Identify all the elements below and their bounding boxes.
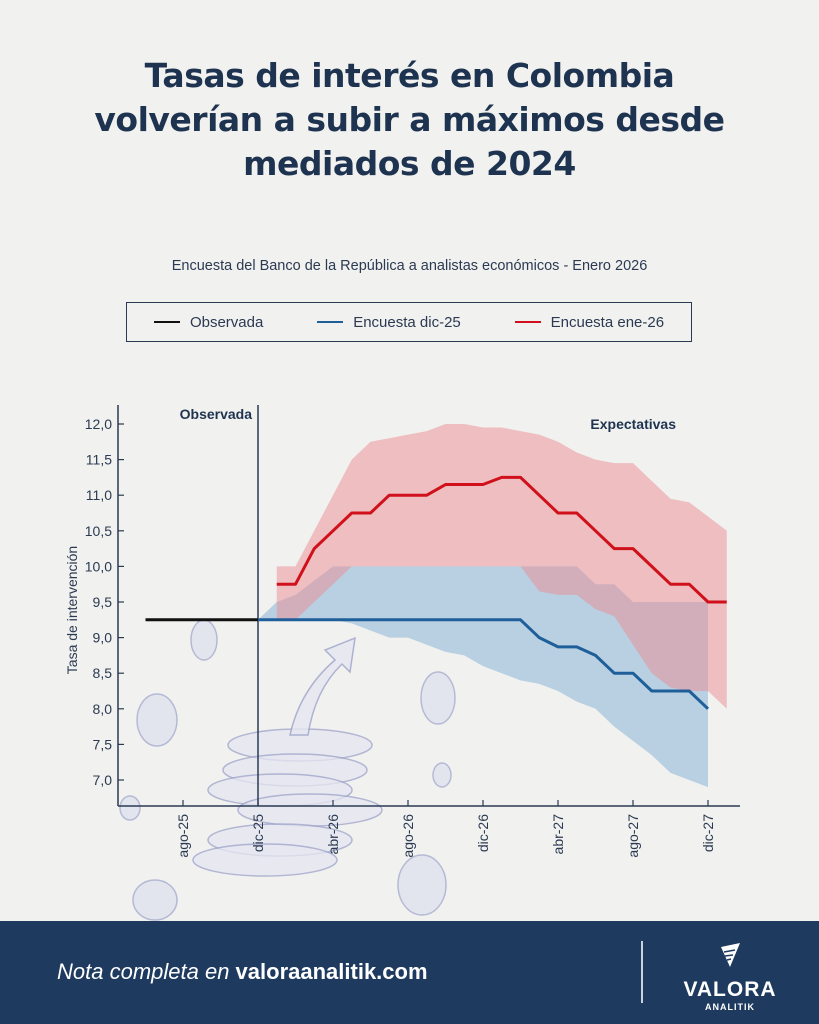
y-tick-label: 12,0 xyxy=(85,416,112,432)
coin-icon xyxy=(397,854,447,916)
annotation-observada: Observada xyxy=(180,406,253,422)
coin-icon xyxy=(432,762,452,788)
chart-legend: Observada Encuesta dic-25 Encuesta ene-2… xyxy=(126,302,692,342)
title-line: Tasas de interés en Colombia xyxy=(144,56,675,95)
footer-note-prefix: Nota completa en xyxy=(57,959,236,984)
legend-label: Observada xyxy=(189,313,264,331)
y-tick-label: 11,5 xyxy=(86,452,112,468)
legend-swatch xyxy=(153,320,180,324)
band-1 xyxy=(258,566,708,788)
logo-sub: ANALITIK xyxy=(705,1002,755,1012)
y-axis-label: Tasa de intervención xyxy=(64,546,80,674)
legend-item-dic25: Encuesta dic-25 xyxy=(317,314,461,331)
chart: 7,0 7,5 8,0 8,5 9,0 9,5 10,0 10,5 11,0 11,5 12,0 ag… xyxy=(64,405,740,921)
legend-swatch xyxy=(514,320,541,324)
series-line-2 xyxy=(276,475,727,604)
y-tick-label: 10,0 xyxy=(85,558,112,574)
coin-icon xyxy=(136,693,178,747)
coin-icon xyxy=(132,879,178,921)
arrow-up-icon xyxy=(289,636,356,736)
logo-main: VALORA xyxy=(683,978,777,1001)
footer-note: Nota completa en valoraanalitik.com xyxy=(57,959,428,985)
y-tick-label: 8,5 xyxy=(93,665,113,681)
x-tick-label: dic-25 xyxy=(250,814,266,852)
x-tick-label: abr-26 xyxy=(325,814,341,855)
legend-label: Encuesta ene-26 xyxy=(550,313,665,331)
title-line: volverían a subir a máximos desde xyxy=(94,100,725,139)
y-tick-label: 9,5 xyxy=(93,594,113,610)
legend-swatch xyxy=(317,320,344,324)
series-line-1 xyxy=(258,618,710,710)
coin-icon xyxy=(119,795,141,821)
page-title: Tasas de interés en Colombia volverían a… xyxy=(0,54,819,186)
x-tick-label: ago-26 xyxy=(400,814,416,858)
x-tick-label: dic-26 xyxy=(475,814,491,852)
coin-icon xyxy=(190,619,218,661)
legend-item-ene26: Encuesta ene-26 xyxy=(514,313,665,331)
y-tick-label: 9,0 xyxy=(93,630,113,646)
footer-link[interactable]: valoraanalitik.com xyxy=(235,959,428,984)
title-line: mediados de 2024 xyxy=(243,144,576,183)
footer-divider xyxy=(641,941,643,1003)
y-tick-label: 7,0 xyxy=(93,772,113,788)
x-tick-label: dic-27 xyxy=(700,814,716,852)
legend-label: Encuesta dic-25 xyxy=(353,313,461,331)
legend-item-observada: Observada xyxy=(153,313,264,331)
coin-stack-icon xyxy=(192,843,338,877)
coin-icon xyxy=(420,671,456,725)
valora-logo: VALORA ANALITIK xyxy=(680,943,780,1012)
y-tick-label: 8,0 xyxy=(93,701,113,717)
x-tick-label: ago-27 xyxy=(625,814,641,858)
annotation-expectativas: Expectativas xyxy=(590,416,676,432)
x-tick-label: ago-25 xyxy=(175,814,191,858)
y-tick-label: 7,5 xyxy=(93,736,113,752)
footer: Nota completa en valoraanalitik.com VALO… xyxy=(0,921,819,1024)
chart-subtitle: Encuesta del Banco de la República a ana… xyxy=(171,258,648,274)
y-tick-label: 10,5 xyxy=(85,523,112,539)
logo-arrow-icon xyxy=(721,943,740,967)
y-tick-label: 11,0 xyxy=(86,487,112,503)
x-tick-label: abr-27 xyxy=(550,814,566,855)
